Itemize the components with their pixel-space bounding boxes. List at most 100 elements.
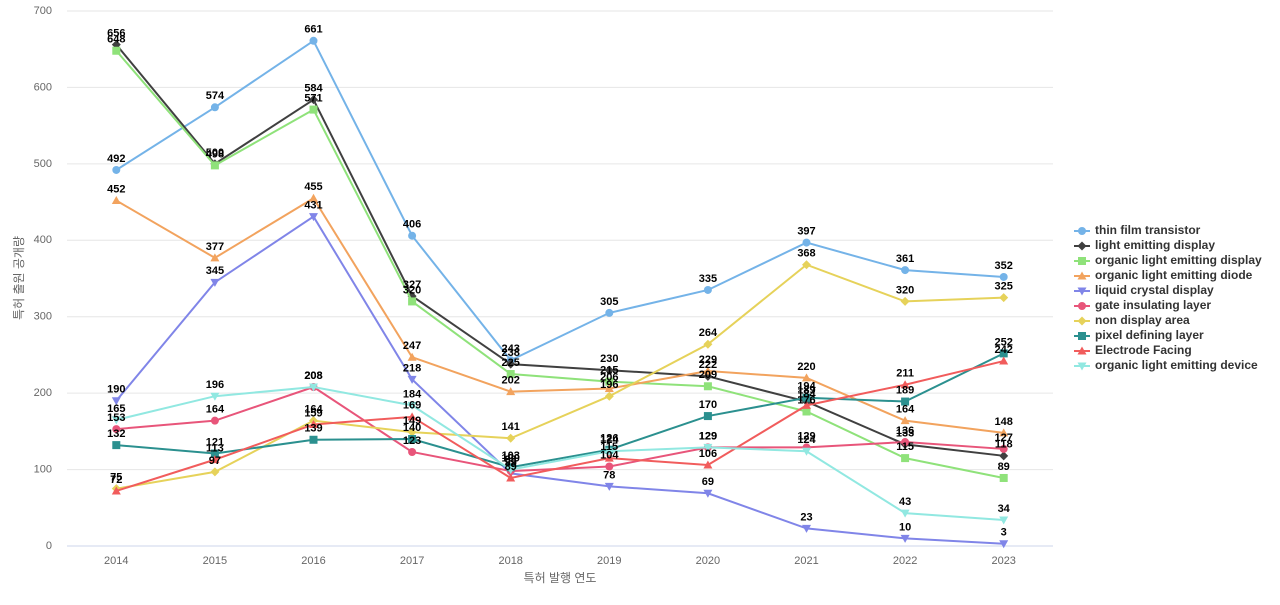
x-tick-label: 2015 (203, 555, 227, 567)
data-label: 164 (206, 404, 225, 416)
data-label: 247 (403, 340, 421, 352)
point (802, 238, 811, 247)
data-label: 132 (107, 428, 125, 440)
legend-marker (1077, 346, 1087, 355)
data-label: 252 (995, 336, 1013, 348)
data-label: 196 (206, 379, 224, 391)
x-tick-label: 2022 (893, 555, 917, 567)
y-tick-label: 500 (34, 158, 52, 170)
data-label: 10 (899, 521, 911, 533)
data-label: 242 (995, 344, 1013, 356)
data-label: 115 (896, 441, 914, 453)
legend-label: organic light emitting device (1095, 358, 1258, 372)
data-label: 89 (505, 461, 517, 473)
data-label: 118 (995, 439, 1013, 451)
point (407, 427, 417, 437)
data-label: 97 (209, 455, 221, 467)
legend-marker (1078, 227, 1086, 235)
y-tick-label: 700 (34, 5, 52, 17)
data-label: 498 (206, 148, 224, 160)
point (309, 105, 318, 114)
data-label: 320 (403, 284, 421, 296)
data-label: 209 (699, 369, 717, 381)
data-label: 139 (304, 423, 322, 435)
data-label: 23 (800, 511, 812, 523)
legend-label: light emitting display (1095, 238, 1215, 252)
x-tick-label: 2016 (301, 555, 325, 567)
y-tick-label: 0 (46, 540, 52, 552)
point (506, 466, 516, 475)
point (604, 391, 614, 401)
point (408, 297, 417, 306)
point (309, 95, 318, 105)
legend-marker (1078, 257, 1086, 265)
data-label: 225 (502, 357, 520, 369)
point (703, 443, 713, 452)
data-label: 406 (403, 219, 421, 231)
data-label: 189 (896, 384, 914, 396)
data-label: 584 (304, 83, 323, 95)
point (210, 278, 220, 287)
data-label: 452 (107, 183, 125, 195)
x-tick-label: 2014 (104, 555, 128, 567)
data-label: 500 (206, 147, 224, 159)
data-label: 190 (107, 384, 125, 396)
series-line (115, 215, 1004, 545)
data-label: 124 (797, 434, 816, 446)
x-tick-label: 2020 (696, 555, 720, 567)
data-label: 243 (502, 343, 520, 355)
point (703, 339, 713, 349)
data-label: 211 (896, 368, 914, 380)
data-label: 3 (1001, 527, 1007, 539)
data-label: 123 (403, 435, 421, 447)
data-label: 196 (600, 379, 618, 391)
point (407, 401, 417, 410)
data-label: 104 (600, 449, 619, 461)
point (703, 285, 712, 294)
legend-label: gate insulating layer (1095, 298, 1211, 312)
y-tick-label: 200 (34, 387, 52, 399)
data-label: 571 (304, 92, 322, 104)
y-axis-title: 특허 출원 공개량 (12, 236, 26, 320)
point (999, 349, 1008, 358)
point (901, 454, 910, 463)
legend-label: non display area (1095, 313, 1190, 327)
data-label: 345 (206, 265, 224, 277)
x-tick-label: 2017 (400, 555, 424, 567)
x-axis-title: 특허 발행 연도 (524, 570, 597, 585)
legend-label: liquid crystal display (1095, 283, 1214, 297)
point (309, 435, 318, 444)
point (210, 161, 219, 170)
data-label: 220 (797, 361, 815, 373)
point (111, 196, 121, 205)
legend-marker (1077, 241, 1087, 251)
point (604, 453, 614, 462)
point (901, 438, 910, 447)
point (900, 534, 910, 543)
point (210, 103, 219, 112)
legend-marker (1077, 316, 1087, 326)
point (309, 419, 318, 428)
data-label: 206 (600, 371, 618, 383)
data-label: 164 (304, 404, 323, 416)
data-label: 34 (998, 503, 1011, 515)
point (901, 397, 910, 406)
series-line (116, 263, 1004, 490)
data-label: 648 (107, 34, 125, 46)
point (802, 373, 811, 382)
data-label: 170 (699, 399, 717, 411)
series-line (115, 196, 1004, 434)
series-line (116, 352, 1005, 469)
point (605, 308, 614, 317)
data-label: 218 (403, 362, 421, 374)
point (999, 293, 1009, 303)
data-label: 140 (403, 422, 421, 434)
point (999, 516, 1009, 525)
point (703, 382, 712, 391)
data-label: 153 (107, 412, 125, 424)
data-label: 352 (995, 260, 1013, 272)
legend-marker (1078, 302, 1086, 310)
data-label: 148 (995, 416, 1013, 428)
x-tick-label: 2021 (794, 555, 818, 567)
